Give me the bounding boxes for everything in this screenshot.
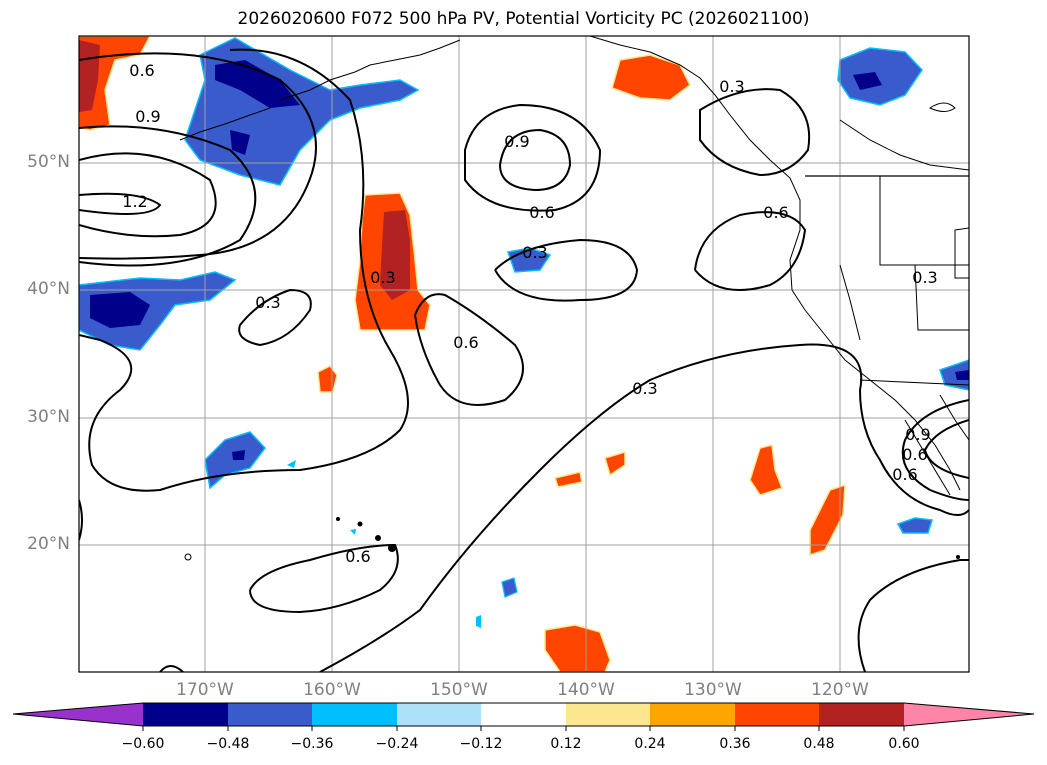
colorbar-segment: [650, 703, 735, 726]
contour-label: 0.6: [345, 547, 370, 566]
contour-label: 0.6: [763, 203, 788, 222]
lon-label: 120°W: [811, 680, 869, 700]
lon-label: 160°W: [303, 680, 361, 700]
colorbar-tick-label: −0.36: [290, 736, 334, 752]
contour-label: 1.2: [122, 192, 147, 211]
lon-label: 150°W: [430, 680, 488, 700]
lat-label: 40°N: [27, 279, 70, 299]
colorbar-tick-label: 0.24: [634, 736, 666, 752]
contour-labels: 0.6 0.9 1.2 0.9 0.6 0.3 0.3 0.3 0.6 0.3 …: [122, 61, 937, 566]
colorbar-segment: [228, 703, 312, 726]
colorbar-tick-label: −0.24: [375, 736, 419, 752]
colorbar-tick-label: 0.36: [719, 736, 751, 752]
lon-label: 140°W: [557, 680, 615, 700]
colorbar-tick-label: 0.48: [803, 736, 835, 752]
contour-label: 0.3: [522, 243, 547, 262]
lat-label: 30°N: [27, 407, 70, 427]
colorbar-segment: [13, 703, 143, 726]
contour-label: 0.9: [905, 425, 930, 444]
lon-label: 170°W: [176, 680, 234, 700]
colorbar-segment: [481, 703, 566, 726]
lat-label: 20°N: [27, 534, 70, 554]
colorbar-tick-label: −0.48: [206, 736, 250, 752]
colorbar-segment: [397, 703, 481, 726]
colorbar-tick-label: 0.60: [888, 736, 920, 752]
hawaii-islands: [184, 517, 960, 561]
colorbar-tick-label: −0.12: [459, 736, 503, 752]
contour-label: 0.6: [902, 445, 927, 464]
map-frame: [78, 35, 970, 673]
grid-lines: [79, 36, 969, 672]
contour-label: 0.6: [453, 333, 478, 352]
lat-label: 50°N: [27, 152, 70, 172]
positive-pv-fills: [79, 36, 846, 672]
contour-label: 0.3: [370, 268, 395, 287]
negative-pv-fills: [79, 37, 969, 628]
colorbar-tick-label: −0.60: [121, 736, 165, 752]
colorbar-segment: [735, 703, 819, 726]
colorbar: [12, 702, 1035, 731]
contour-label: 0.9: [504, 132, 529, 151]
colorbar-segment: [312, 703, 397, 726]
colorbar-tick-label: 0.12: [550, 736, 582, 752]
contour-label: 0.6: [129, 61, 154, 80]
lon-label: 130°W: [684, 680, 742, 700]
contour-label: 0.3: [255, 293, 280, 312]
map-title: 2026020600 F072 500 hPa PV, Potential Vo…: [237, 9, 810, 29]
colorbar-segment: [566, 703, 650, 726]
contour-label: 0.6: [529, 203, 554, 222]
colorbar-segment: [904, 703, 1034, 726]
pv-contours: [79, 48, 969, 672]
colorbar-segment: [819, 703, 904, 726]
contour-label: 0.3: [719, 77, 744, 96]
coastlines: [179, 36, 969, 496]
contour-label: 0.6: [892, 465, 917, 484]
contour-label: 0.3: [912, 268, 937, 287]
contour-label: 0.9: [135, 107, 160, 126]
contour-label: 0.3: [632, 379, 657, 398]
colorbar-segment: [143, 703, 228, 726]
